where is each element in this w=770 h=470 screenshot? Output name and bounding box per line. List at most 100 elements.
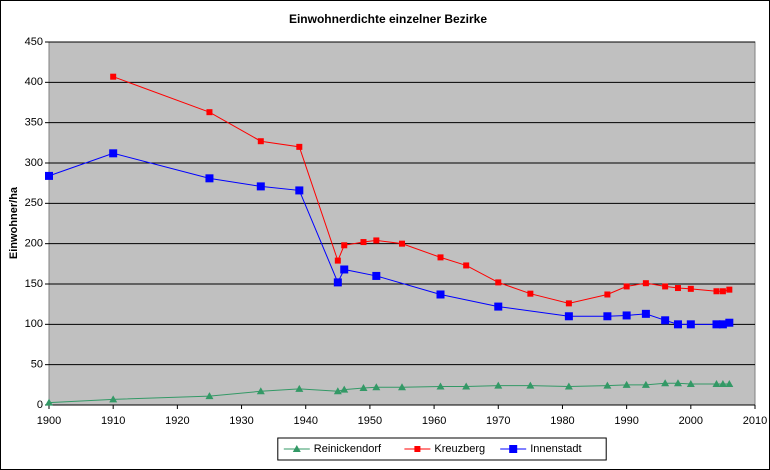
y-tick-label: 450 xyxy=(25,36,43,48)
y-tick-label: 150 xyxy=(25,278,43,290)
marker xyxy=(372,271,381,280)
marker xyxy=(661,316,670,325)
legend-label: Innenstadt xyxy=(530,443,581,455)
marker xyxy=(726,286,733,293)
marker xyxy=(436,382,445,390)
y-tick-label: 250 xyxy=(25,197,43,209)
marker xyxy=(712,320,721,329)
marker xyxy=(603,381,612,389)
marker xyxy=(641,309,650,318)
y-tick-label: 350 xyxy=(25,117,43,129)
marker xyxy=(686,380,695,388)
marker xyxy=(257,138,264,145)
marker xyxy=(398,383,406,391)
marker xyxy=(340,265,349,274)
marker xyxy=(603,312,612,321)
marker xyxy=(373,237,380,244)
marker xyxy=(206,109,213,116)
chart-title: Einwohnerdichte einzelner Bezirke xyxy=(289,12,487,26)
x-tick-label: 1960 xyxy=(422,415,446,427)
marker xyxy=(565,300,572,307)
marker xyxy=(725,318,734,327)
marker xyxy=(109,395,118,403)
marker xyxy=(494,381,503,389)
marker xyxy=(295,186,304,195)
x-tick-label: 1900 xyxy=(37,415,61,427)
marker xyxy=(622,380,631,388)
y-axis-label: Einwohner/ha xyxy=(8,186,20,259)
marker xyxy=(642,280,649,287)
marker xyxy=(526,381,535,389)
x-tick-label: 1950 xyxy=(358,415,382,427)
x-tick-label: 1930 xyxy=(229,415,253,427)
marker xyxy=(713,288,720,295)
y-tick-label: 0 xyxy=(37,399,43,411)
y-tick-label: 400 xyxy=(25,76,43,88)
marker xyxy=(462,382,471,390)
marker xyxy=(623,283,630,290)
x-tick-label: 1990 xyxy=(614,415,638,427)
marker xyxy=(673,320,682,329)
x-tick-label: 1980 xyxy=(550,415,574,427)
x-tick-label: 1970 xyxy=(486,415,510,427)
marker xyxy=(359,384,368,392)
legend-label: Kreuzberg xyxy=(434,443,485,455)
marker xyxy=(296,143,303,150)
marker xyxy=(45,398,53,406)
marker xyxy=(463,262,470,269)
marker xyxy=(718,320,727,329)
marker xyxy=(360,239,367,246)
marker xyxy=(725,380,734,388)
marker xyxy=(509,445,518,453)
marker xyxy=(437,254,444,261)
x-tick-label: 2010 xyxy=(743,415,767,427)
marker xyxy=(494,302,503,311)
marker xyxy=(718,380,727,388)
marker xyxy=(295,384,304,392)
marker xyxy=(333,278,342,287)
x-tick-label: 1940 xyxy=(293,415,317,427)
marker xyxy=(687,285,694,292)
x-tick-label: 2000 xyxy=(679,415,703,427)
marker xyxy=(110,73,117,80)
legend: Reinickendorf Kreuzberg Innenstadt xyxy=(277,437,607,461)
plot-area xyxy=(48,41,756,406)
marker xyxy=(436,290,445,299)
y-tick-label: 50 xyxy=(31,359,43,371)
marker xyxy=(205,174,214,183)
marker xyxy=(712,380,721,388)
marker xyxy=(334,257,341,264)
marker xyxy=(256,182,265,191)
marker xyxy=(109,149,118,158)
marker xyxy=(686,320,695,329)
marker xyxy=(662,283,669,290)
marker xyxy=(341,242,348,249)
marker xyxy=(414,446,421,452)
marker xyxy=(641,380,650,388)
marker xyxy=(622,311,631,320)
x-tick-label: 1910 xyxy=(101,415,125,427)
marker xyxy=(661,379,670,387)
marker xyxy=(495,279,502,286)
marker xyxy=(564,312,573,321)
marker xyxy=(45,171,53,180)
marker xyxy=(564,382,573,390)
marker xyxy=(719,288,726,295)
marker xyxy=(333,387,342,395)
marker xyxy=(372,383,381,391)
marker xyxy=(527,290,534,297)
marker xyxy=(205,392,214,400)
marker xyxy=(673,379,682,387)
marker xyxy=(399,240,405,247)
legend-box xyxy=(277,437,607,461)
marker xyxy=(256,387,265,395)
y-tick-label: 300 xyxy=(25,157,43,169)
legend-label: Reinickendorf xyxy=(314,443,382,455)
y-tick-label: 100 xyxy=(25,318,43,330)
marker xyxy=(604,291,611,298)
x-tick-label: 1920 xyxy=(165,415,189,427)
y-tick-label: 200 xyxy=(25,238,43,250)
marker xyxy=(292,445,301,452)
marker xyxy=(674,285,681,292)
